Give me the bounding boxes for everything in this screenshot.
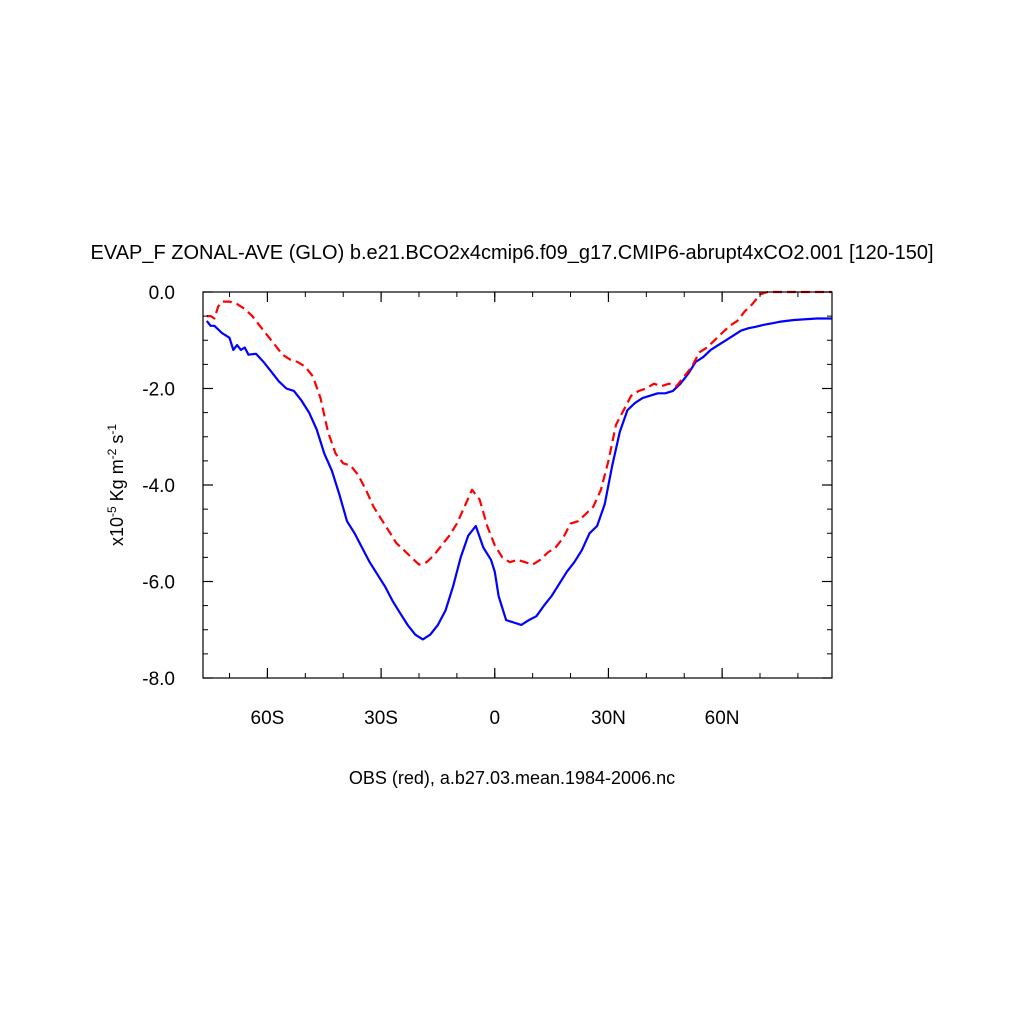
y-axis-label-exp1: -5 xyxy=(105,506,119,517)
y-tick-label: -4.0 xyxy=(142,476,175,497)
x-axis-label: OBS (red), a.b27.03.mean.1984-2006.nc xyxy=(349,768,675,788)
y-axis-label-mid: Kg m xyxy=(107,459,127,506)
y-axis-label-exp2: -2 xyxy=(105,448,119,459)
x-tick-label: 60N xyxy=(705,708,740,729)
x-tick-label: 30S xyxy=(364,708,398,729)
chart-title: EVAP_F ZONAL-AVE (GLO) b.e21.BCO2x4cmip6… xyxy=(91,242,934,264)
series-layer xyxy=(205,290,832,641)
series-line-model xyxy=(205,317,832,641)
y-axis-label: x10-5 Kg m-2 s-1 xyxy=(105,424,127,546)
x-tick-label: 0 xyxy=(489,708,500,729)
y-tick-label: 0.0 xyxy=(149,283,175,304)
x-tick-label: 30N xyxy=(591,708,626,729)
y-axis-label-mid2: s xyxy=(107,435,127,449)
axes-layer: 60S 30S 0 30N 60N 0.0 -2.0 -4.0 -6.0 -8.0 xyxy=(142,283,833,729)
y-tick-label: -6.0 xyxy=(142,573,175,594)
x-tick-label: 60S xyxy=(251,708,285,729)
y-axis-label-exp3: -1 xyxy=(105,424,119,435)
series-line-obs xyxy=(206,290,832,566)
y-tick-label: -8.0 xyxy=(142,669,175,690)
y-axis-label-prefix: x10 xyxy=(107,517,127,546)
y-tick-label: -2.0 xyxy=(142,380,175,401)
